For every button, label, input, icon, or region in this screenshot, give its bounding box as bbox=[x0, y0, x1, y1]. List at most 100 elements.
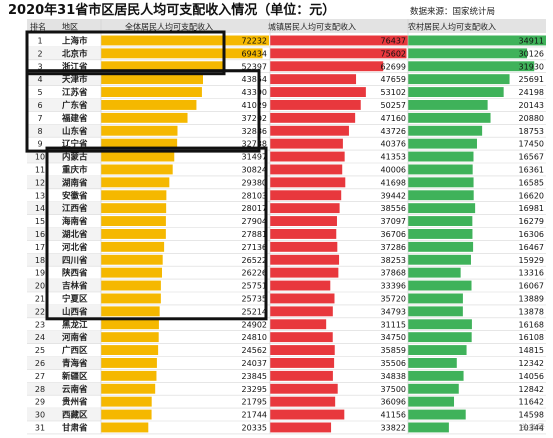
rural-value-label: 14598 bbox=[519, 411, 544, 420]
urban-value-label: 41156 bbox=[381, 411, 406, 420]
region-label: 辽宁省 bbox=[62, 139, 88, 150]
rural-bar bbox=[408, 280, 472, 291]
urban-value-label: 35859 bbox=[381, 346, 406, 355]
table-row: 5 江苏省 43390 53102 24198 bbox=[27, 87, 546, 99]
region-label: 江苏省 bbox=[62, 87, 88, 98]
highlight-boxes bbox=[25, 30, 268, 321]
rural-bar bbox=[408, 35, 546, 46]
total-value-label: 41029 bbox=[242, 101, 267, 110]
rural-value-label: 13316 bbox=[519, 269, 544, 278]
urban-value-label: 34750 bbox=[381, 333, 406, 342]
urban-bar bbox=[270, 112, 356, 123]
rural-bar bbox=[408, 267, 461, 278]
urban-bar bbox=[270, 203, 340, 214]
total-value-label: 30824 bbox=[242, 166, 267, 175]
total-value-label: 27136 bbox=[242, 243, 267, 252]
header-background bbox=[27, 19, 546, 33]
urban-value-label: 37286 bbox=[381, 243, 406, 252]
data-source-note: 数据来源：国家统计局 bbox=[410, 6, 495, 17]
rural-bar bbox=[408, 164, 473, 175]
rural-value-label: 16567 bbox=[519, 153, 544, 162]
total-bar bbox=[101, 112, 188, 123]
urban-value-label: 35506 bbox=[381, 359, 406, 368]
table-row: 6 广东省 41029 50257 20143 bbox=[27, 98, 546, 112]
urban-value-label: 40376 bbox=[381, 140, 406, 149]
rank-label: 31 bbox=[35, 424, 45, 433]
urban-bar bbox=[270, 306, 333, 317]
rural-value-label: 12342 bbox=[519, 359, 544, 368]
rural-value-label: 20880 bbox=[519, 114, 544, 123]
rank-label: 28 bbox=[35, 385, 45, 394]
urban-value-label: 39442 bbox=[381, 191, 406, 200]
region-label: 浙江省 bbox=[62, 61, 88, 72]
rank-label: 1 bbox=[37, 37, 42, 46]
urban-value-label: 37097 bbox=[381, 217, 406, 226]
header-region: 地区 bbox=[62, 22, 78, 32]
urban-value-label: 40006 bbox=[381, 166, 406, 175]
region-label: 甘肃省 bbox=[62, 423, 88, 434]
rank-label: 15 bbox=[35, 217, 45, 226]
urban-bar bbox=[270, 267, 339, 278]
rank-label: 16 bbox=[35, 230, 45, 239]
total-value-label: 26226 bbox=[242, 269, 267, 278]
rank-label: 11 bbox=[35, 166, 45, 175]
rural-value-label: 16361 bbox=[519, 166, 544, 175]
urban-value-label: 50257 bbox=[381, 101, 406, 110]
total-value-label: 24037 bbox=[242, 359, 267, 368]
rural-value-label: 10344 bbox=[519, 424, 544, 433]
urban-value-label: 41698 bbox=[381, 178, 406, 187]
rural-bar bbox=[408, 151, 474, 162]
total-value-label: 25735 bbox=[242, 295, 267, 304]
rural-bar bbox=[408, 125, 483, 136]
rank-label: 20 bbox=[35, 282, 45, 291]
rank-label: 26 bbox=[35, 359, 45, 368]
urban-value-label: 35720 bbox=[381, 295, 406, 304]
urban-value-label: 43726 bbox=[381, 127, 406, 136]
total-bar bbox=[101, 267, 162, 278]
rank-label: 8 bbox=[37, 127, 42, 136]
region-label: 山西省 bbox=[62, 306, 88, 317]
total-bar bbox=[101, 229, 166, 239]
row-stripe bbox=[27, 72, 101, 86]
highlight-box bbox=[25, 30, 226, 76]
rural-value-label: 14056 bbox=[519, 372, 544, 381]
total-bar bbox=[101, 358, 157, 368]
total-bar bbox=[101, 216, 166, 226]
rural-value-label: 17450 bbox=[519, 140, 544, 149]
total-bar bbox=[101, 332, 159, 343]
rural-bar bbox=[408, 100, 488, 110]
rural-bar bbox=[408, 87, 504, 97]
total-bar bbox=[101, 383, 156, 394]
rural-value-label: 12842 bbox=[519, 385, 544, 394]
urban-value-label: 33822 bbox=[381, 424, 406, 433]
watermark: 头条号 bbox=[521, 422, 545, 432]
rural-value-label: 14815 bbox=[519, 346, 544, 355]
urban-value-label: 76437 bbox=[381, 37, 406, 46]
rural-value-label: 31930 bbox=[519, 62, 544, 71]
total-value-label: 32738 bbox=[242, 140, 267, 149]
urban-value-label: 34838 bbox=[381, 372, 406, 381]
rank-label: 17 bbox=[35, 243, 45, 252]
urban-value-label: 38253 bbox=[381, 256, 406, 265]
urban-value-label: 41353 bbox=[381, 153, 406, 162]
total-bar bbox=[101, 203, 167, 214]
row-stripe bbox=[27, 98, 101, 112]
rank-label: 12 bbox=[35, 178, 45, 187]
rural-bar bbox=[408, 383, 459, 394]
rural-value-label: 18753 bbox=[519, 127, 544, 136]
rural-value-label: 16067 bbox=[519, 282, 544, 291]
rural-bar bbox=[408, 306, 463, 317]
region-label: 北京市 bbox=[62, 48, 88, 59]
total-value-label: 37202 bbox=[242, 114, 267, 123]
total-bar bbox=[101, 293, 161, 304]
table-row: 4 天津市 43854 47659 25691 bbox=[27, 72, 546, 86]
rural-bar bbox=[408, 216, 473, 226]
rural-value-label: 25691 bbox=[519, 75, 544, 84]
urban-bar bbox=[270, 61, 384, 72]
total-value-label: 29380 bbox=[242, 178, 267, 187]
table-row: 18 四川省 26522 38253 15929 bbox=[27, 253, 546, 267]
total-bar bbox=[101, 48, 263, 59]
table-row: 26 青海省 24037 35506 12342 bbox=[27, 356, 546, 370]
table-row: 14 江西省 28017 38556 16981 bbox=[27, 201, 546, 215]
rural-value-label: 11642 bbox=[519, 398, 544, 407]
